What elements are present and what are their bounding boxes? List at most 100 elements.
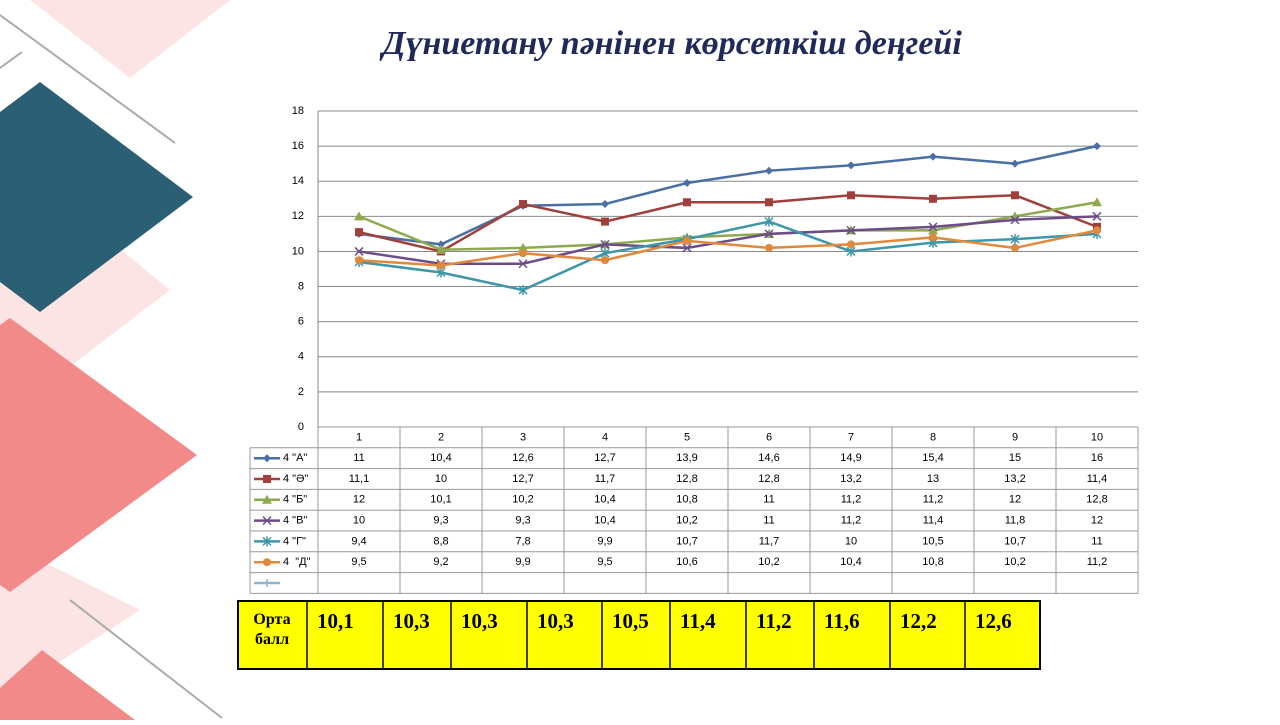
table-cell: 9,3	[433, 515, 448, 527]
point	[1093, 226, 1101, 235]
table-cell: 11	[763, 494, 774, 506]
table-cell: 11,2	[923, 494, 944, 506]
table-cell: 7,8	[515, 535, 530, 547]
table-cell: 12,7	[594, 452, 615, 464]
point	[1011, 159, 1019, 168]
table-cell: 11,7	[759, 535, 780, 547]
series-line	[358, 201, 1098, 251]
y-tick-label: 2	[298, 386, 304, 398]
table-cell: 10	[845, 535, 857, 547]
point	[354, 246, 364, 256]
average-cell: 12,2	[900, 609, 937, 633]
series-line	[358, 229, 1098, 267]
point	[765, 198, 773, 207]
x-tick-label: 2	[438, 431, 444, 443]
point	[683, 178, 691, 187]
average-cell: 11,6	[824, 609, 860, 633]
table-cell: 10,2	[1004, 556, 1025, 568]
legend-marker	[263, 558, 271, 567]
table-cell: 11	[1091, 535, 1102, 547]
decor	[69, 599, 223, 719]
y-tick-label: 10	[292, 245, 304, 257]
decor	[0, 318, 197, 592]
table-cell: 12	[1009, 494, 1021, 506]
point	[1010, 234, 1020, 245]
x-tick-label: 3	[520, 431, 526, 443]
point	[601, 200, 609, 209]
x-tick-label: 6	[766, 431, 772, 443]
y-tick-label: 4	[298, 351, 304, 363]
point	[601, 217, 609, 226]
table-cell: 13,2	[840, 473, 861, 485]
series-line	[358, 220, 1098, 292]
table-cell: 12,7	[512, 473, 533, 485]
legend-label: 4 "В"	[283, 515, 307, 527]
table-cell: 10,4	[594, 494, 615, 506]
table-cell: 11,2	[841, 494, 862, 506]
table-cell: 10,4	[840, 556, 861, 568]
table-cell: 13,2	[1004, 473, 1025, 485]
point	[764, 216, 774, 227]
legend-label: 4 "Ә"	[283, 473, 308, 485]
y-tick-label: 6	[298, 316, 304, 328]
table-cell: 10,1	[430, 494, 451, 506]
table-cell: 10,4	[430, 452, 451, 464]
legend-label: 4 "Д"	[283, 556, 311, 568]
table-cell: 11,4	[1087, 473, 1108, 485]
y-tick-label: 12	[292, 210, 304, 222]
y-tick-label: 16	[292, 140, 304, 152]
table-cell: 9,5	[351, 556, 366, 568]
y-tick-label: 14	[292, 175, 304, 187]
table-cell: 11	[763, 515, 774, 527]
table-cell: 12	[1091, 515, 1103, 527]
table-cell: 10,2	[676, 515, 697, 527]
point	[928, 225, 938, 235]
table-cell: 10,2	[758, 556, 779, 568]
table-cell: 10	[435, 473, 447, 485]
point	[1092, 211, 1102, 221]
point	[519, 200, 527, 209]
average-table	[237, 600, 1041, 670]
point	[437, 261, 445, 270]
table-cell: 9,2	[433, 556, 448, 568]
table-cell: 11,2	[1087, 556, 1108, 568]
decor	[0, 51, 23, 69]
point	[928, 222, 938, 232]
point	[1093, 142, 1101, 151]
point	[846, 225, 856, 235]
point	[929, 194, 937, 203]
table-cell: 10,7	[676, 535, 697, 547]
x-tick-label: 10	[1091, 431, 1103, 443]
table-cell: 10,7	[1004, 535, 1025, 547]
point	[355, 256, 363, 265]
table-cell: 9,3	[515, 515, 530, 527]
point	[600, 239, 610, 249]
y-tick-label: 18	[292, 105, 304, 117]
table-cell: 12,8	[1086, 494, 1107, 506]
point	[765, 166, 773, 175]
series-line	[358, 144, 1098, 246]
point	[1011, 191, 1019, 200]
average-cell: 12,6	[975, 609, 1012, 633]
point	[929, 233, 937, 242]
table-cell: 11	[353, 452, 364, 464]
average-label: Орта балл	[253, 611, 290, 648]
point	[929, 152, 937, 161]
x-tick-label: 4	[602, 431, 608, 443]
point	[683, 236, 691, 245]
x-tick-label: 1	[356, 431, 362, 443]
y-tick-label: 0	[298, 421, 304, 433]
table-cell: 11,2	[841, 515, 862, 527]
table-cell: 12,6	[512, 452, 533, 464]
point	[683, 198, 691, 207]
point	[437, 240, 445, 249]
x-tick-label: 8	[930, 431, 936, 443]
table-cell: 12,8	[676, 473, 697, 485]
point	[354, 211, 364, 221]
point	[682, 243, 692, 253]
point	[518, 259, 528, 269]
table-cell: 14,6	[758, 452, 779, 464]
table-cell: 9,5	[597, 556, 612, 568]
series-line	[358, 194, 1098, 253]
